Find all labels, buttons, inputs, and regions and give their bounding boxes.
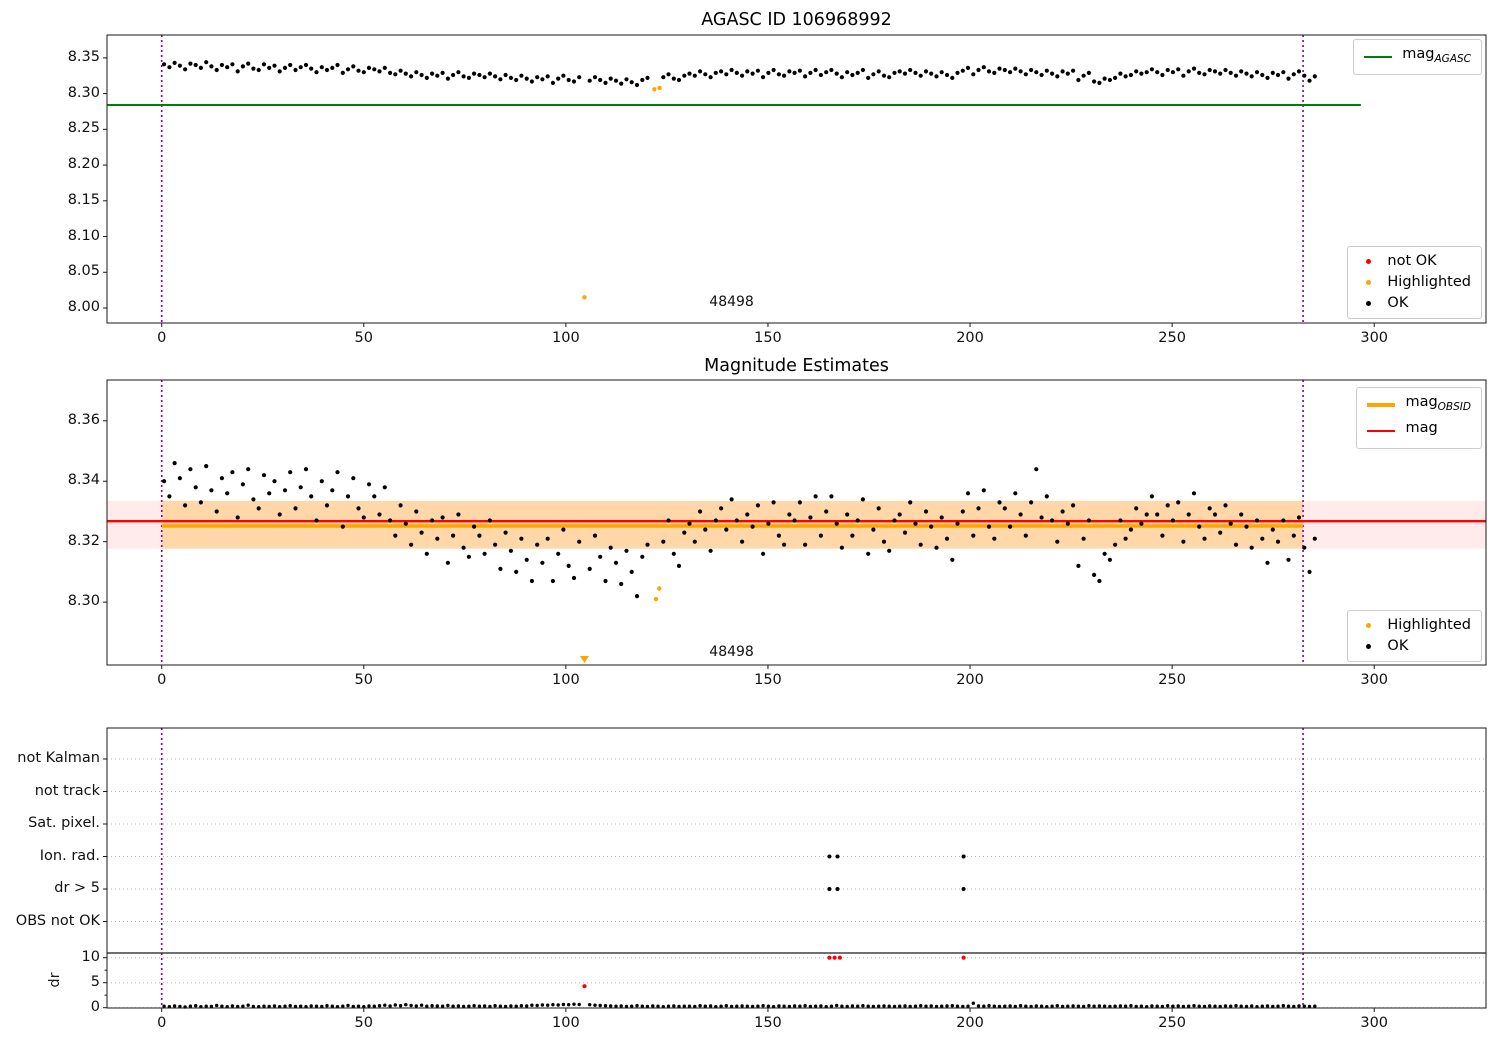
y-tick-label: 8.20 [67, 156, 100, 173]
legend-entry: OK [1358, 293, 1471, 314]
legend-label: mag [1405, 419, 1438, 436]
dr-tick-label: 5 [90, 973, 100, 990]
not-ok-marker-icon [1366, 259, 1372, 264]
y-tick-label: 8.32 [67, 532, 100, 549]
flag-row-label: not Kalman [17, 750, 100, 766]
y-tick-label: 8.00 [67, 298, 100, 315]
top-plot-title: AGASC ID 106968992 [701, 10, 892, 30]
x-tick-label: 250 [1158, 330, 1186, 346]
x-tick-label: 100 [552, 1015, 580, 1031]
x-tick-label: 50 [354, 672, 373, 688]
legend-label: Highlighted [1387, 617, 1471, 633]
x-tick-label: 300 [1360, 1015, 1389, 1031]
flag-points [827, 887, 966, 891]
middle-plot-title: Magnitude Estimates [704, 356, 889, 376]
y-tick-label: 8.34 [67, 472, 100, 489]
x-tick-label: 0 [157, 672, 167, 688]
x-tick-label: 0 [157, 330, 167, 346]
x-tick-label: 200 [956, 330, 984, 346]
x-tick-label: 100 [552, 672, 580, 688]
x-tick-label: 150 [754, 1015, 782, 1031]
legend-label: OK [1387, 295, 1409, 311]
red-line-marker [1367, 429, 1396, 432]
axes-spine [106, 379, 1487, 666]
x-tick-label: 200 [956, 672, 984, 688]
legend-entry: OK [1358, 636, 1471, 657]
x-tick-label: 150 [754, 330, 782, 346]
x-tick-label: 250 [1158, 672, 1186, 688]
flag-row-label: dr > 5 [54, 880, 100, 896]
legend-entry: Highlighted [1358, 615, 1471, 636]
ok-marker-icon [1366, 644, 1372, 649]
y-tick-label: 8.35 [67, 48, 100, 65]
y-tick-label: 8.15 [67, 191, 100, 208]
legend-label: Highlighted [1387, 274, 1471, 290]
legend-label: magOBSID [1405, 394, 1471, 413]
legend-label: not OK [1387, 253, 1437, 269]
annotation-obsid-top: 48498 [709, 294, 754, 311]
highlighted-points-middle [653, 586, 662, 602]
x-tick-label: 0 [157, 1015, 167, 1031]
legend-mag-agasc: magAGASC [1353, 39, 1482, 75]
flag-row-label: OBS not OK [15, 912, 100, 929]
legend-entry: magOBSID [1367, 392, 1471, 418]
flag-row-label: Ion. rad. [39, 847, 100, 864]
x-tick-label: 300 [1360, 672, 1389, 688]
legend-label: magAGASC [1402, 46, 1471, 65]
legend-top-point-types: not OK Highlighted OK [1347, 246, 1482, 319]
flag-row-label: Sat. pixel. [28, 815, 100, 831]
y-tick-label: 8.10 [67, 227, 100, 244]
dr-tick-label: 0 [90, 998, 100, 1015]
y-tick-label: 8.25 [67, 120, 100, 137]
clipped-low-triangle-marker [579, 656, 589, 663]
ok-points-top [162, 60, 1317, 88]
dr-tick-label: 10 [81, 948, 100, 965]
highlighted-marker-icon [1366, 280, 1372, 285]
legend-mag-lines: magOBSID mag [1356, 387, 1482, 449]
dr-not-ok-points [582, 955, 966, 989]
dr-ok-points [162, 1001, 1317, 1009]
legend-label: OK [1387, 638, 1409, 654]
highlighted-marker-icon [1366, 623, 1372, 628]
x-tick-label: 50 [354, 330, 373, 346]
x-tick-label: 300 [1360, 330, 1389, 346]
ok-marker-icon [1366, 301, 1372, 306]
legend-entry: not OK [1358, 251, 1471, 272]
flag-row-label: not track [34, 782, 100, 799]
x-tick-label: 200 [956, 1015, 984, 1031]
ok-points-middle [162, 461, 1317, 599]
axes-spine [106, 727, 1487, 1009]
y-tick-label: 8.30 [67, 84, 100, 101]
axes-spine [106, 34, 1487, 324]
x-tick-label: 50 [354, 1015, 373, 1031]
x-tick-label: 150 [754, 672, 782, 688]
y-tick-label: 8.05 [67, 263, 100, 280]
annotation-obsid-middle: 48498 [709, 644, 754, 660]
x-tick-label: 100 [552, 330, 580, 346]
highlighted-points-top [582, 85, 662, 300]
flag-points [827, 854, 966, 859]
legend-middle-point-types: Highlighted OK [1347, 610, 1482, 662]
legend-entry: magAGASC [1364, 44, 1471, 70]
legend-entry: mag [1367, 418, 1471, 444]
y-tick-label: 8.30 [67, 593, 100, 610]
orange-line-marker [1367, 402, 1396, 407]
legend-entry: Highlighted [1358, 272, 1471, 293]
y-tick-label: 8.36 [67, 411, 100, 428]
x-tick-label: 250 [1158, 1015, 1186, 1031]
green-line-marker [1364, 55, 1393, 58]
